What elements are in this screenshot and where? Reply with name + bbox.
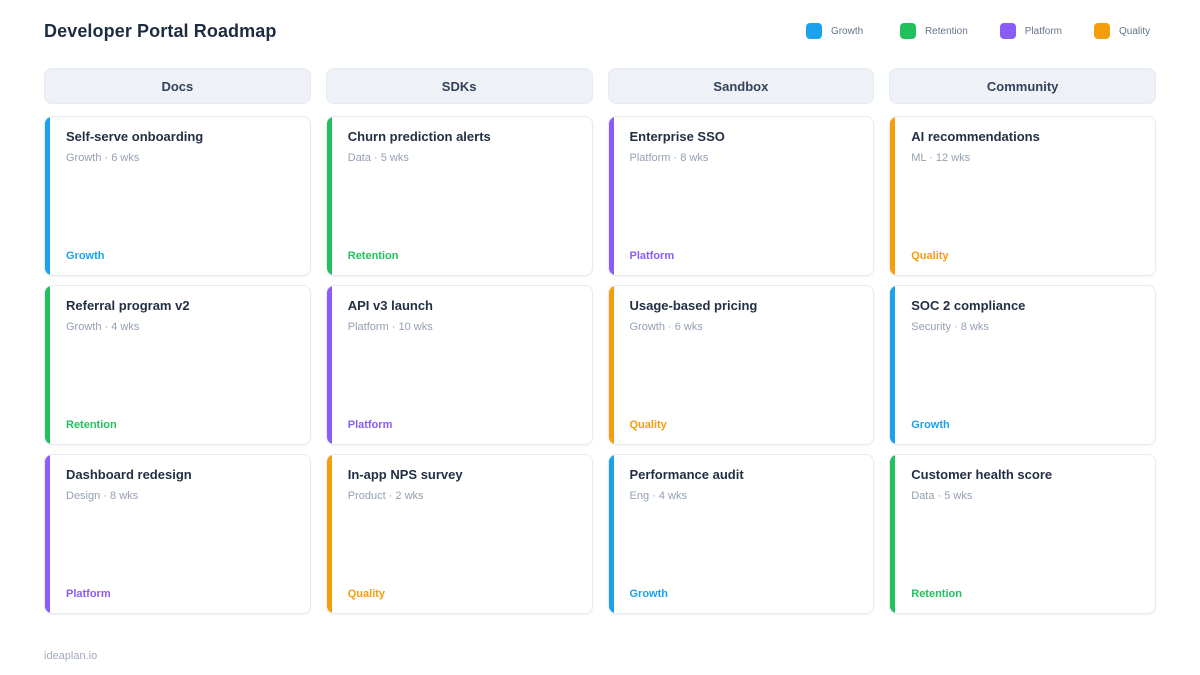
card-tag-label: Retention xyxy=(911,588,962,600)
card-accent-stripe xyxy=(608,286,614,444)
card-meta: Data · 5 wks xyxy=(911,489,973,502)
legend-label-platform: Platform xyxy=(1024,25,1062,37)
board-column-community: Community AI recommendations ML · 12 wks… xyxy=(889,68,1156,614)
legend-item-retention: Retention xyxy=(899,23,968,39)
card-meta: Design · 8 wks xyxy=(66,489,139,502)
roadmap-card[interactable]: Performance audit Eng · 4 wks Growth xyxy=(607,454,875,614)
card-title: SOC 2 compliance xyxy=(911,298,1026,313)
card-tag-label: Platform xyxy=(629,250,675,262)
card-accent-stripe xyxy=(45,117,50,275)
column-header-community: Community xyxy=(889,68,1156,104)
legend-swatch-growth xyxy=(805,23,822,39)
card-title: Customer health score xyxy=(911,467,1053,482)
card-accent-stripe xyxy=(326,117,332,275)
card-accent-stripe xyxy=(890,286,896,444)
roadmap-card[interactable]: Referral program v2 Growth · 4 wks Reten… xyxy=(44,285,311,445)
footer-brand: ideaplan.io xyxy=(44,650,98,662)
card-title: In-app NPS survey xyxy=(347,467,463,482)
board-column-sdks: SDKs Churn prediction alerts Data · 5 wk… xyxy=(325,68,593,614)
card-stack: Enterprise SSO Platform · 8 wks Platform… xyxy=(607,116,875,614)
roadmap-card[interactable]: API v3 launch Platform · 10 wks Platform xyxy=(325,285,593,445)
card-tag-label: Growth xyxy=(629,588,669,600)
legend: Growth Retention Platform Quality xyxy=(805,23,1156,39)
roadmap-card[interactable]: Usage-based pricing Growth · 6 wks Quali… xyxy=(607,285,875,445)
card-title: Self-serve onboarding xyxy=(66,129,204,144)
card-tag-label: Retention xyxy=(66,419,117,431)
card-accent-stripe xyxy=(890,117,896,275)
card-meta: Eng · 4 wks xyxy=(629,489,687,502)
card-title: Enterprise SSO xyxy=(629,129,725,144)
card-meta: Security · 8 wks xyxy=(911,320,989,333)
roadmap-card[interactable]: AI recommendations ML · 12 wks Quality xyxy=(889,116,1156,276)
roadmap-card[interactable]: Churn prediction alerts Data · 5 wks Ret… xyxy=(325,116,593,276)
board-column-sandbox: Sandbox Enterprise SSO Platform · 8 wks … xyxy=(607,68,875,614)
column-header-sandbox: Sandbox xyxy=(607,68,875,104)
legend-label-quality: Quality xyxy=(1119,25,1151,37)
card-meta: Product · 2 wks xyxy=(347,489,424,502)
card-tag-label: Growth xyxy=(911,419,950,431)
card-tag-label: Growth xyxy=(66,250,105,262)
legend-label-growth: Growth xyxy=(830,25,864,37)
legend-swatch-quality xyxy=(1094,23,1110,39)
card-tag-label: Quality xyxy=(911,250,949,262)
card-tag-label: Retention xyxy=(347,250,399,262)
legend-item-growth: Growth xyxy=(805,23,868,39)
roadmap-card[interactable]: In-app NPS survey Product · 2 wks Qualit… xyxy=(325,454,593,614)
legend-swatch-platform xyxy=(999,23,1016,39)
card-tag-label: Quality xyxy=(347,588,386,600)
card-stack: AI recommendations ML · 12 wks Quality S… xyxy=(889,116,1156,614)
roadmap-card[interactable]: Self-serve onboarding Growth · 6 wks Gro… xyxy=(44,116,311,276)
page-title: Developer Portal Roadmap xyxy=(44,20,277,41)
page-header: Developer Portal Roadmap Growth Retentio… xyxy=(0,0,1200,58)
card-title: Performance audit xyxy=(629,467,744,482)
card-meta: Data · 5 wks xyxy=(347,151,409,164)
card-stack: Self-serve onboarding Growth · 6 wks Gro… xyxy=(44,116,311,614)
card-title: AI recommendations xyxy=(911,129,1040,144)
legend-item-platform: Platform xyxy=(999,23,1062,39)
card-accent-stripe xyxy=(326,455,332,613)
card-meta: ML · 12 wks xyxy=(911,151,971,164)
column-header-sdks: SDKs xyxy=(325,68,593,104)
column-header-docs: Docs xyxy=(44,68,311,104)
legend-item-quality: Quality xyxy=(1094,23,1156,39)
card-accent-stripe xyxy=(608,117,614,275)
card-tag-label: Platform xyxy=(347,419,393,431)
card-title: Churn prediction alerts xyxy=(347,129,491,144)
card-accent-stripe xyxy=(608,455,614,613)
roadmap-card[interactable]: Customer health score Data · 5 wks Reten… xyxy=(889,454,1156,614)
card-meta: Platform · 8 wks xyxy=(629,151,709,164)
board-column-docs: Docs Self-serve onboarding Growth · 6 wk… xyxy=(44,68,311,614)
card-tag-label: Quality xyxy=(629,419,667,431)
card-meta: Platform · 10 wks xyxy=(347,320,433,333)
legend-label-retention: Retention xyxy=(924,25,968,37)
card-title: Usage-based pricing xyxy=(629,298,758,313)
card-accent-stripe xyxy=(45,286,50,444)
card-title: Referral program v2 xyxy=(66,298,190,313)
card-tag-label: Platform xyxy=(66,588,111,600)
roadmap-board: Docs Self-serve onboarding Growth · 6 wk… xyxy=(0,58,1200,614)
card-meta: Growth · 6 wks xyxy=(66,151,140,164)
legend-swatch-retention xyxy=(899,23,916,39)
card-accent-stripe xyxy=(45,455,50,613)
card-accent-stripe xyxy=(326,286,332,444)
card-stack: Churn prediction alerts Data · 5 wks Ret… xyxy=(325,116,593,614)
card-meta: Growth · 6 wks xyxy=(629,320,703,333)
card-meta: Growth · 4 wks xyxy=(66,320,140,333)
page-footer: ideaplan.io xyxy=(0,614,1200,664)
roadmap-card[interactable]: SOC 2 compliance Security · 8 wks Growth xyxy=(889,285,1156,445)
card-accent-stripe xyxy=(890,455,896,613)
roadmap-card[interactable]: Enterprise SSO Platform · 8 wks Platform xyxy=(607,116,875,276)
card-title: Dashboard redesign xyxy=(66,467,192,482)
roadmap-card[interactable]: Dashboard redesign Design · 8 wks Platfo… xyxy=(44,454,311,614)
card-title: API v3 launch xyxy=(347,298,433,313)
